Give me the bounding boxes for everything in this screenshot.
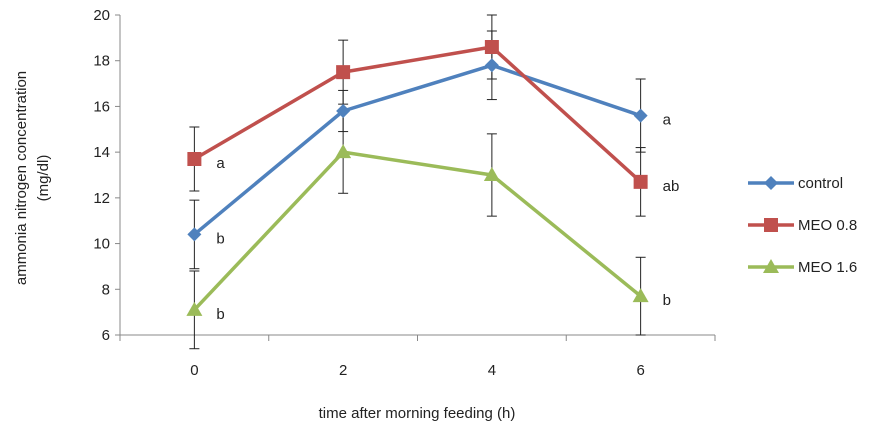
markers bbox=[186, 40, 649, 316]
data-point bbox=[187, 152, 202, 166]
data-point bbox=[633, 174, 648, 189]
y-tick-label: 10 bbox=[93, 236, 110, 253]
data-point bbox=[336, 104, 351, 118]
x-tick-label: 4 bbox=[488, 362, 496, 379]
legend-item: MEO 0.8 bbox=[748, 217, 857, 234]
data-point bbox=[186, 301, 203, 316]
data-point bbox=[764, 218, 778, 232]
x-tick-label: 0 bbox=[190, 362, 198, 379]
data-point bbox=[336, 65, 351, 80]
series-line bbox=[193, 150, 642, 312]
y-tick-label: 20 bbox=[93, 7, 110, 24]
legend-label: MEO 0.8 bbox=[798, 217, 857, 234]
significance-label: b bbox=[216, 230, 224, 247]
data-point bbox=[763, 259, 779, 273]
y-tick-label: 6 bbox=[102, 327, 110, 344]
significance-label: a bbox=[663, 112, 672, 129]
data-point bbox=[633, 108, 648, 123]
y-axis-title-main: ammonia nitrogen concentration bbox=[13, 71, 30, 285]
y-tick-label: 16 bbox=[93, 98, 110, 115]
significance-label: b bbox=[216, 306, 224, 323]
y-tick-label: 18 bbox=[93, 53, 110, 70]
y-tick-label: 8 bbox=[102, 281, 110, 298]
y-tick-label: 14 bbox=[93, 144, 110, 161]
data-point bbox=[484, 40, 499, 54]
data-point bbox=[764, 176, 778, 190]
y-axis-title: ammonia nitrogen concentration (mg/dl) bbox=[13, 71, 52, 285]
series-lines bbox=[193, 45, 642, 312]
legend-item: MEO 1.6 bbox=[748, 259, 857, 276]
legend: control MEO 0.8 MEO 1.6 bbox=[748, 175, 857, 276]
series-line bbox=[193, 45, 642, 184]
legend-label: MEO 1.6 bbox=[798, 259, 857, 276]
axes: 6 8 10 12 14 16 18 20 0 2 4 6 bbox=[93, 7, 716, 379]
data-point bbox=[484, 58, 499, 73]
legend-item: control bbox=[748, 175, 843, 192]
legend-label: control bbox=[798, 175, 843, 192]
significance-label: b bbox=[663, 292, 671, 309]
y-axis-title-unit: (mg/dl) bbox=[35, 155, 52, 202]
significance-label: a bbox=[216, 155, 225, 172]
series-line bbox=[193, 63, 642, 236]
data-point bbox=[187, 227, 202, 242]
y-tick-label: 12 bbox=[93, 190, 110, 207]
data-point bbox=[483, 167, 500, 181]
x-tick-label: 2 bbox=[339, 362, 347, 379]
data-point bbox=[632, 288, 649, 303]
data-point bbox=[335, 144, 352, 159]
x-axis-title: time after morning feeding (h) bbox=[319, 405, 516, 422]
significance-labels: b a a ab b b bbox=[216, 112, 679, 323]
x-tick-label: 6 bbox=[636, 362, 644, 379]
significance-label: ab bbox=[663, 178, 680, 195]
